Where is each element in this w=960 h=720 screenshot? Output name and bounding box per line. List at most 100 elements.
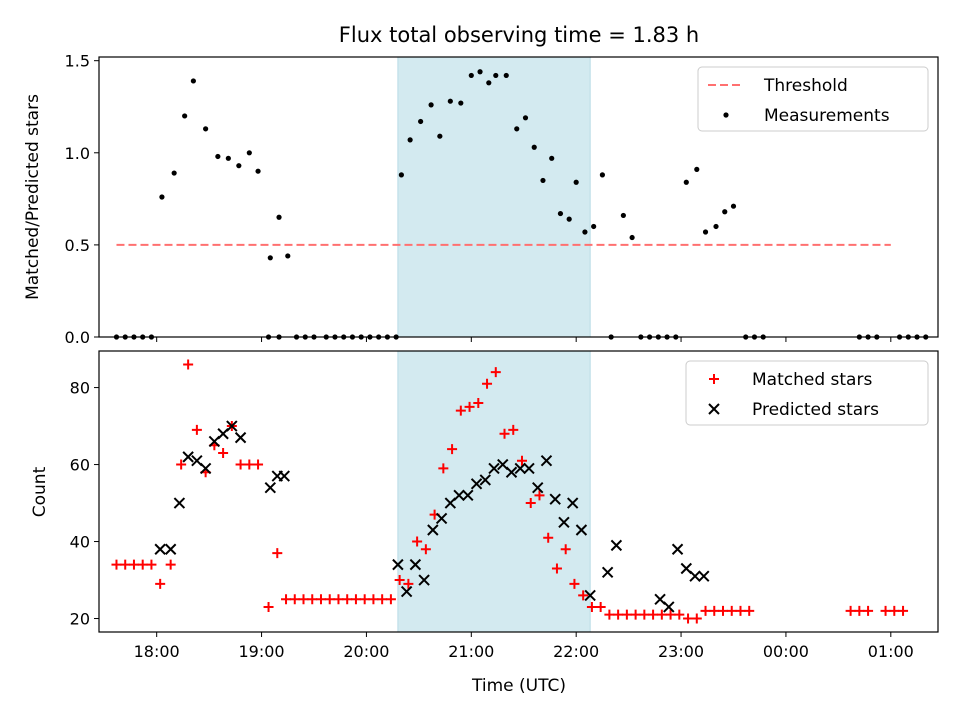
measurement-point — [267, 255, 273, 261]
matched-star-point — [880, 605, 891, 616]
y-tick-label: 0.0 — [65, 328, 90, 347]
predicted-star-point — [199, 462, 212, 475]
x-tick-label: 23:00 — [658, 642, 704, 661]
top-y-axis-label: Matched/Predicted stars — [23, 94, 43, 300]
measurement-point — [246, 150, 252, 156]
matched-star-point — [342, 594, 353, 605]
predicted-star-point — [505, 466, 518, 478]
measurement-point — [285, 253, 291, 259]
predicted-star-point — [453, 489, 465, 502]
matched-star-point — [403, 578, 414, 589]
matched-star-point — [499, 428, 510, 439]
matched-star-point — [191, 424, 202, 435]
matched-star-point — [578, 590, 589, 601]
measurement-point — [447, 98, 453, 104]
matched-star-point — [691, 613, 702, 624]
matched-star-point — [718, 605, 729, 616]
matched-star-point — [613, 609, 624, 620]
axes-frame — [98, 56, 939, 338]
measurement-point — [225, 155, 231, 161]
matched-star-point — [604, 609, 615, 620]
measurement-point — [582, 229, 588, 235]
matched-star-point — [473, 397, 484, 408]
matched-star-point — [455, 405, 466, 416]
matched-star-point — [630, 609, 641, 620]
measurement-point — [522, 115, 529, 121]
matched-star-point — [709, 605, 720, 616]
top-panel: 0.0 0.5 1.0 1.5 Threshold Measurements — [65, 52, 939, 347]
measurement-point — [418, 118, 424, 125]
matched-star-point — [889, 605, 900, 616]
matched-star-point — [368, 594, 379, 605]
matched-star-point — [235, 459, 246, 470]
measurement-point — [276, 214, 282, 220]
matched-star-point — [683, 613, 694, 624]
legend-label: Matched stars — [752, 370, 872, 390]
matched-star-point — [120, 559, 131, 570]
matched-star-point — [438, 463, 449, 474]
predicted-star-point — [558, 516, 570, 529]
measurement-point — [694, 166, 700, 172]
matched-star-point — [639, 609, 650, 620]
legend-measurement-swatch — [723, 112, 729, 118]
measurement-point — [428, 102, 434, 108]
matched-star-point — [569, 578, 580, 589]
matched-star-point — [350, 594, 361, 605]
highlight-span — [397, 56, 591, 338]
measurement-point — [549, 155, 555, 161]
measurement-point — [683, 179, 689, 185]
matched-star-point — [165, 559, 176, 570]
predicted-star-point — [601, 566, 614, 579]
predicted-star-point — [470, 478, 483, 490]
matched-star-point — [854, 605, 865, 616]
matched-star-point — [324, 594, 335, 605]
matched-star-point — [281, 594, 292, 605]
predicted-star-point — [400, 585, 413, 598]
matched-star-point — [735, 605, 746, 616]
highlight-span — [397, 350, 591, 633]
measurement-point — [458, 100, 464, 106]
y-tick-label: 80 — [70, 379, 90, 398]
chart-title: Flux total observing time = 1.83 h — [339, 23, 699, 47]
matched-star-point — [394, 575, 405, 586]
measurement-point — [182, 113, 188, 119]
matched-star-point — [726, 605, 737, 616]
predicted-star-point — [532, 481, 544, 494]
matched-star-point — [244, 459, 255, 470]
measurement-point — [620, 212, 626, 219]
matched-star-point — [665, 609, 676, 620]
predicted-star-point — [514, 462, 526, 475]
matched-star-point — [218, 448, 229, 459]
matched-star-point — [289, 594, 300, 605]
matched-star-point — [359, 594, 370, 605]
matched-star-point — [898, 605, 909, 616]
predicted-star-point — [479, 474, 491, 486]
matched-star-point — [464, 401, 475, 412]
matched-star-point — [412, 536, 423, 547]
predicted-star-point — [689, 570, 701, 582]
measurement-point — [255, 168, 261, 174]
measurement-point — [468, 72, 474, 79]
matched-star-point — [377, 594, 388, 605]
matched-star-point — [253, 459, 264, 470]
predicted-star-point — [575, 524, 588, 536]
predicted-star-point — [488, 462, 500, 475]
y-tick-label: 40 — [70, 533, 90, 552]
matched-star-point — [176, 459, 187, 470]
predicted-star-point — [164, 543, 177, 555]
measurement-point — [486, 80, 492, 86]
predicted-star-point — [540, 454, 553, 467]
matched-star-point — [137, 559, 148, 570]
matched-star-point — [534, 490, 545, 501]
measurement-point — [599, 172, 606, 178]
predicted-star-point — [566, 497, 579, 509]
x-tick-label: 19:00 — [239, 642, 285, 661]
x-tick-label: 00:00 — [763, 642, 809, 661]
measurement-point — [477, 69, 483, 75]
predicted-star-point — [523, 462, 535, 475]
legend-box — [697, 66, 929, 132]
y-tick-label: 60 — [70, 456, 90, 475]
matched-star-point — [183, 359, 194, 370]
matched-star-point — [128, 559, 139, 570]
measurement-point — [171, 170, 177, 176]
